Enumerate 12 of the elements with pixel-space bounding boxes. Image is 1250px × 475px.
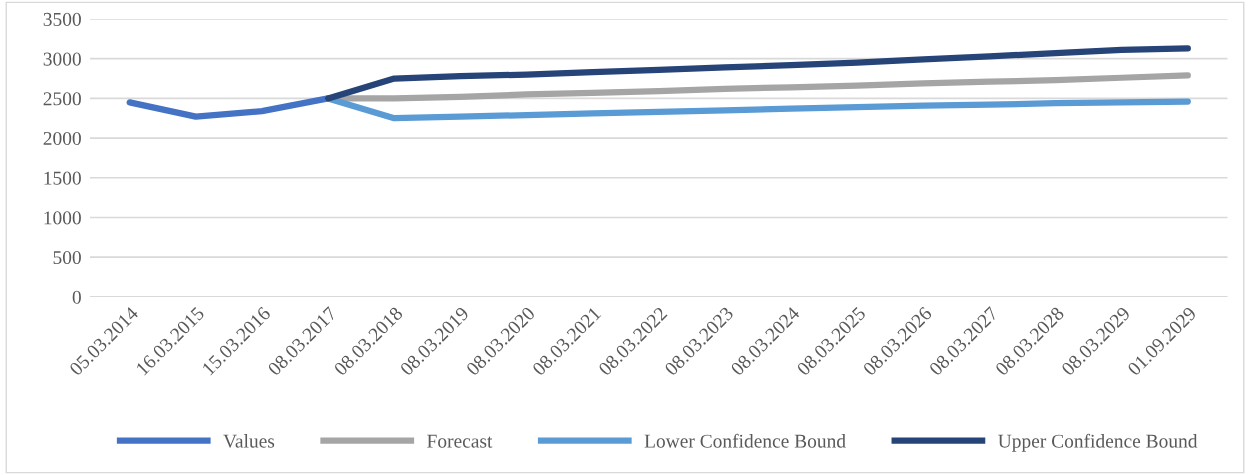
y-tick-label: 3500 bbox=[43, 12, 81, 26]
legend-label: Forecast bbox=[427, 434, 493, 448]
y-tick-label: 500 bbox=[53, 250, 81, 265]
y-tick-label: 1000 bbox=[44, 211, 81, 225]
y-tick-label: 1500 bbox=[44, 171, 81, 185]
y-tick-label: 2000 bbox=[43, 131, 81, 146]
legend-label: Upper Confidence Bound bbox=[998, 433, 1198, 452]
y-tick-label: 0 bbox=[72, 290, 81, 304]
legend-label: Values bbox=[223, 434, 275, 448]
legend-label: Lower Confidence Bound bbox=[644, 433, 846, 448]
y-tick-label: 3000 bbox=[43, 52, 81, 66]
y-tick-label: 2500 bbox=[43, 92, 81, 106]
